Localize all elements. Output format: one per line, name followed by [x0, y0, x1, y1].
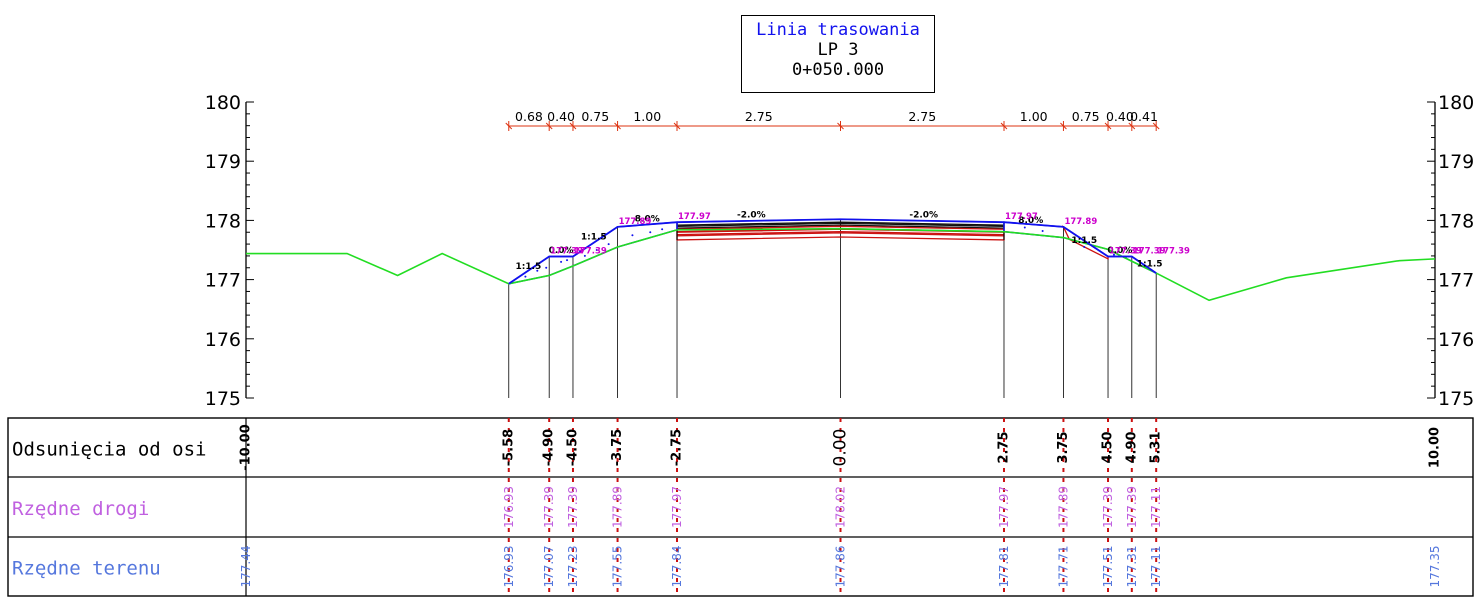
fill-dot	[560, 261, 562, 263]
fill-dot	[524, 276, 526, 278]
dimension-label: 1.00	[633, 109, 661, 124]
elevation-label-right: 179	[1438, 151, 1474, 173]
offset-value: 10.00	[1428, 427, 1443, 468]
point-elevation-label: 177.97	[1005, 212, 1038, 222]
offset-value: -2.75	[670, 429, 685, 466]
elevation-label-left: 176	[205, 329, 241, 351]
terrain-elevation-value: 177.51	[1101, 546, 1115, 588]
table-frame	[8, 418, 1473, 596]
offset-value: 4.90	[1124, 431, 1139, 463]
slope-label: -2.0%	[909, 210, 938, 220]
dimension-label: 2.75	[745, 109, 773, 124]
elevation-label-left: 180	[205, 92, 241, 114]
elevation-label-left: 178	[205, 210, 241, 232]
data-table: Odsunięcia od osi Rzędne drogi Rzędne tere…	[8, 418, 1473, 596]
road-elevation-value: 177.89	[1056, 486, 1070, 528]
road-elevation-value: 177.97	[670, 486, 684, 528]
slope-label: -2.0%	[737, 210, 766, 220]
slope-label: 1:1.5	[1071, 236, 1097, 246]
fill-dot	[545, 267, 547, 269]
elevation-label-left: 179	[205, 151, 241, 173]
terrain-elevation-value: 177.35	[1428, 546, 1442, 588]
fill-dot	[1042, 230, 1044, 232]
dimension-label: 1.00	[1020, 109, 1048, 124]
dimension-label: 0.41	[1130, 109, 1158, 124]
offset-value: 4.50	[1101, 431, 1116, 463]
dimension-label: 2.75	[908, 109, 936, 124]
fill-dot	[661, 228, 663, 230]
road-elevation-value: 178.02	[834, 486, 848, 528]
terrain-elevation-value: 177.86	[834, 546, 848, 588]
offset-value: 5.31	[1149, 431, 1164, 463]
road-elevation-value: 177.89	[611, 486, 625, 528]
elevation-label-right: 177	[1438, 270, 1474, 292]
dimension-label: 0.68	[515, 109, 543, 124]
slope-label: 1:1.5	[581, 232, 607, 242]
fill-dot	[649, 231, 651, 233]
table-row-label: Rzędne terenu	[12, 558, 161, 580]
terrain-elevation-value: 177.07	[542, 546, 556, 588]
table-row-label: Rzędne drogi	[12, 498, 149, 520]
offset-value: -4.50	[565, 429, 580, 466]
elevation-label-right: 180	[1438, 92, 1474, 114]
point-elevation-label: 177.89	[1064, 217, 1097, 227]
terrain-elevation-value: 177.44	[239, 546, 253, 588]
slope-label: 1:1.5	[515, 262, 541, 272]
point-elevation-label: 177.97	[678, 212, 711, 222]
offset-value: -4.90	[542, 429, 557, 466]
fill-dot	[1024, 227, 1026, 229]
point-elevation-label: 177.39	[574, 247, 607, 257]
road-elevation-value: 177.39	[1125, 486, 1139, 528]
fill-dot	[631, 234, 633, 236]
elevation-label-left: 175	[205, 388, 241, 410]
road-elevation-value: 176.93	[502, 486, 516, 528]
terrain-elevation-value: 177.81	[997, 546, 1011, 588]
terrain-elevation-value: 177.23	[566, 546, 580, 588]
elevation-label-right: 175	[1438, 388, 1474, 410]
offset-value: -3.75	[610, 429, 625, 466]
terrain-elevation-value: 177.31	[1125, 546, 1139, 588]
offset-value: -10.00	[239, 424, 254, 471]
road-elevation-value: 177.97	[997, 486, 1011, 528]
fill-dot	[608, 243, 610, 245]
point-elevation-label: 177.39	[1157, 247, 1190, 257]
elevation-label-left: 177	[205, 270, 241, 292]
road-elevation-value: 177.39	[566, 486, 580, 528]
dimension-line: 0.68 0.40 0.75 1.00 2.75 2.75 1.00 0.75 0.400.41	[506, 109, 1159, 131]
dimension-label: 0.75	[581, 109, 609, 124]
elevation-axes: 175 175 176 176 177 177 178 178 179 179 180 180	[205, 92, 1475, 410]
terrain-elevation-value: 176.93	[502, 546, 516, 588]
slope-label: 1:1.5	[1137, 260, 1163, 270]
fill-dot	[1083, 246, 1085, 248]
fill-dot	[566, 259, 568, 261]
elevation-label-right: 176	[1438, 329, 1474, 351]
offset-value: -5.58	[501, 429, 516, 466]
terrain-elevation-value: 177.11	[1149, 546, 1163, 588]
dimension-label: 0.75	[1072, 109, 1100, 124]
offset-value: 2.75	[996, 431, 1011, 463]
offset-value: 0.00	[831, 429, 851, 467]
point-elevation-label: 177.89	[619, 217, 652, 227]
road-elevation-value: 177.11	[1149, 486, 1163, 528]
terrain-elevation-value: 177.71	[1056, 546, 1070, 588]
road-elevation-value: 177.39	[542, 486, 556, 528]
dimension-label: 0.40	[547, 109, 575, 124]
terrain-elevation-value: 177.55	[611, 546, 625, 588]
offset-value: 3.75	[1056, 431, 1071, 463]
terrain-elevation-value: 177.84	[670, 546, 684, 588]
table-row-label: Odsunięcia od osi	[12, 439, 206, 461]
elevation-label-right: 178	[1438, 210, 1474, 232]
road-elevation-value: 177.39	[1101, 486, 1115, 528]
